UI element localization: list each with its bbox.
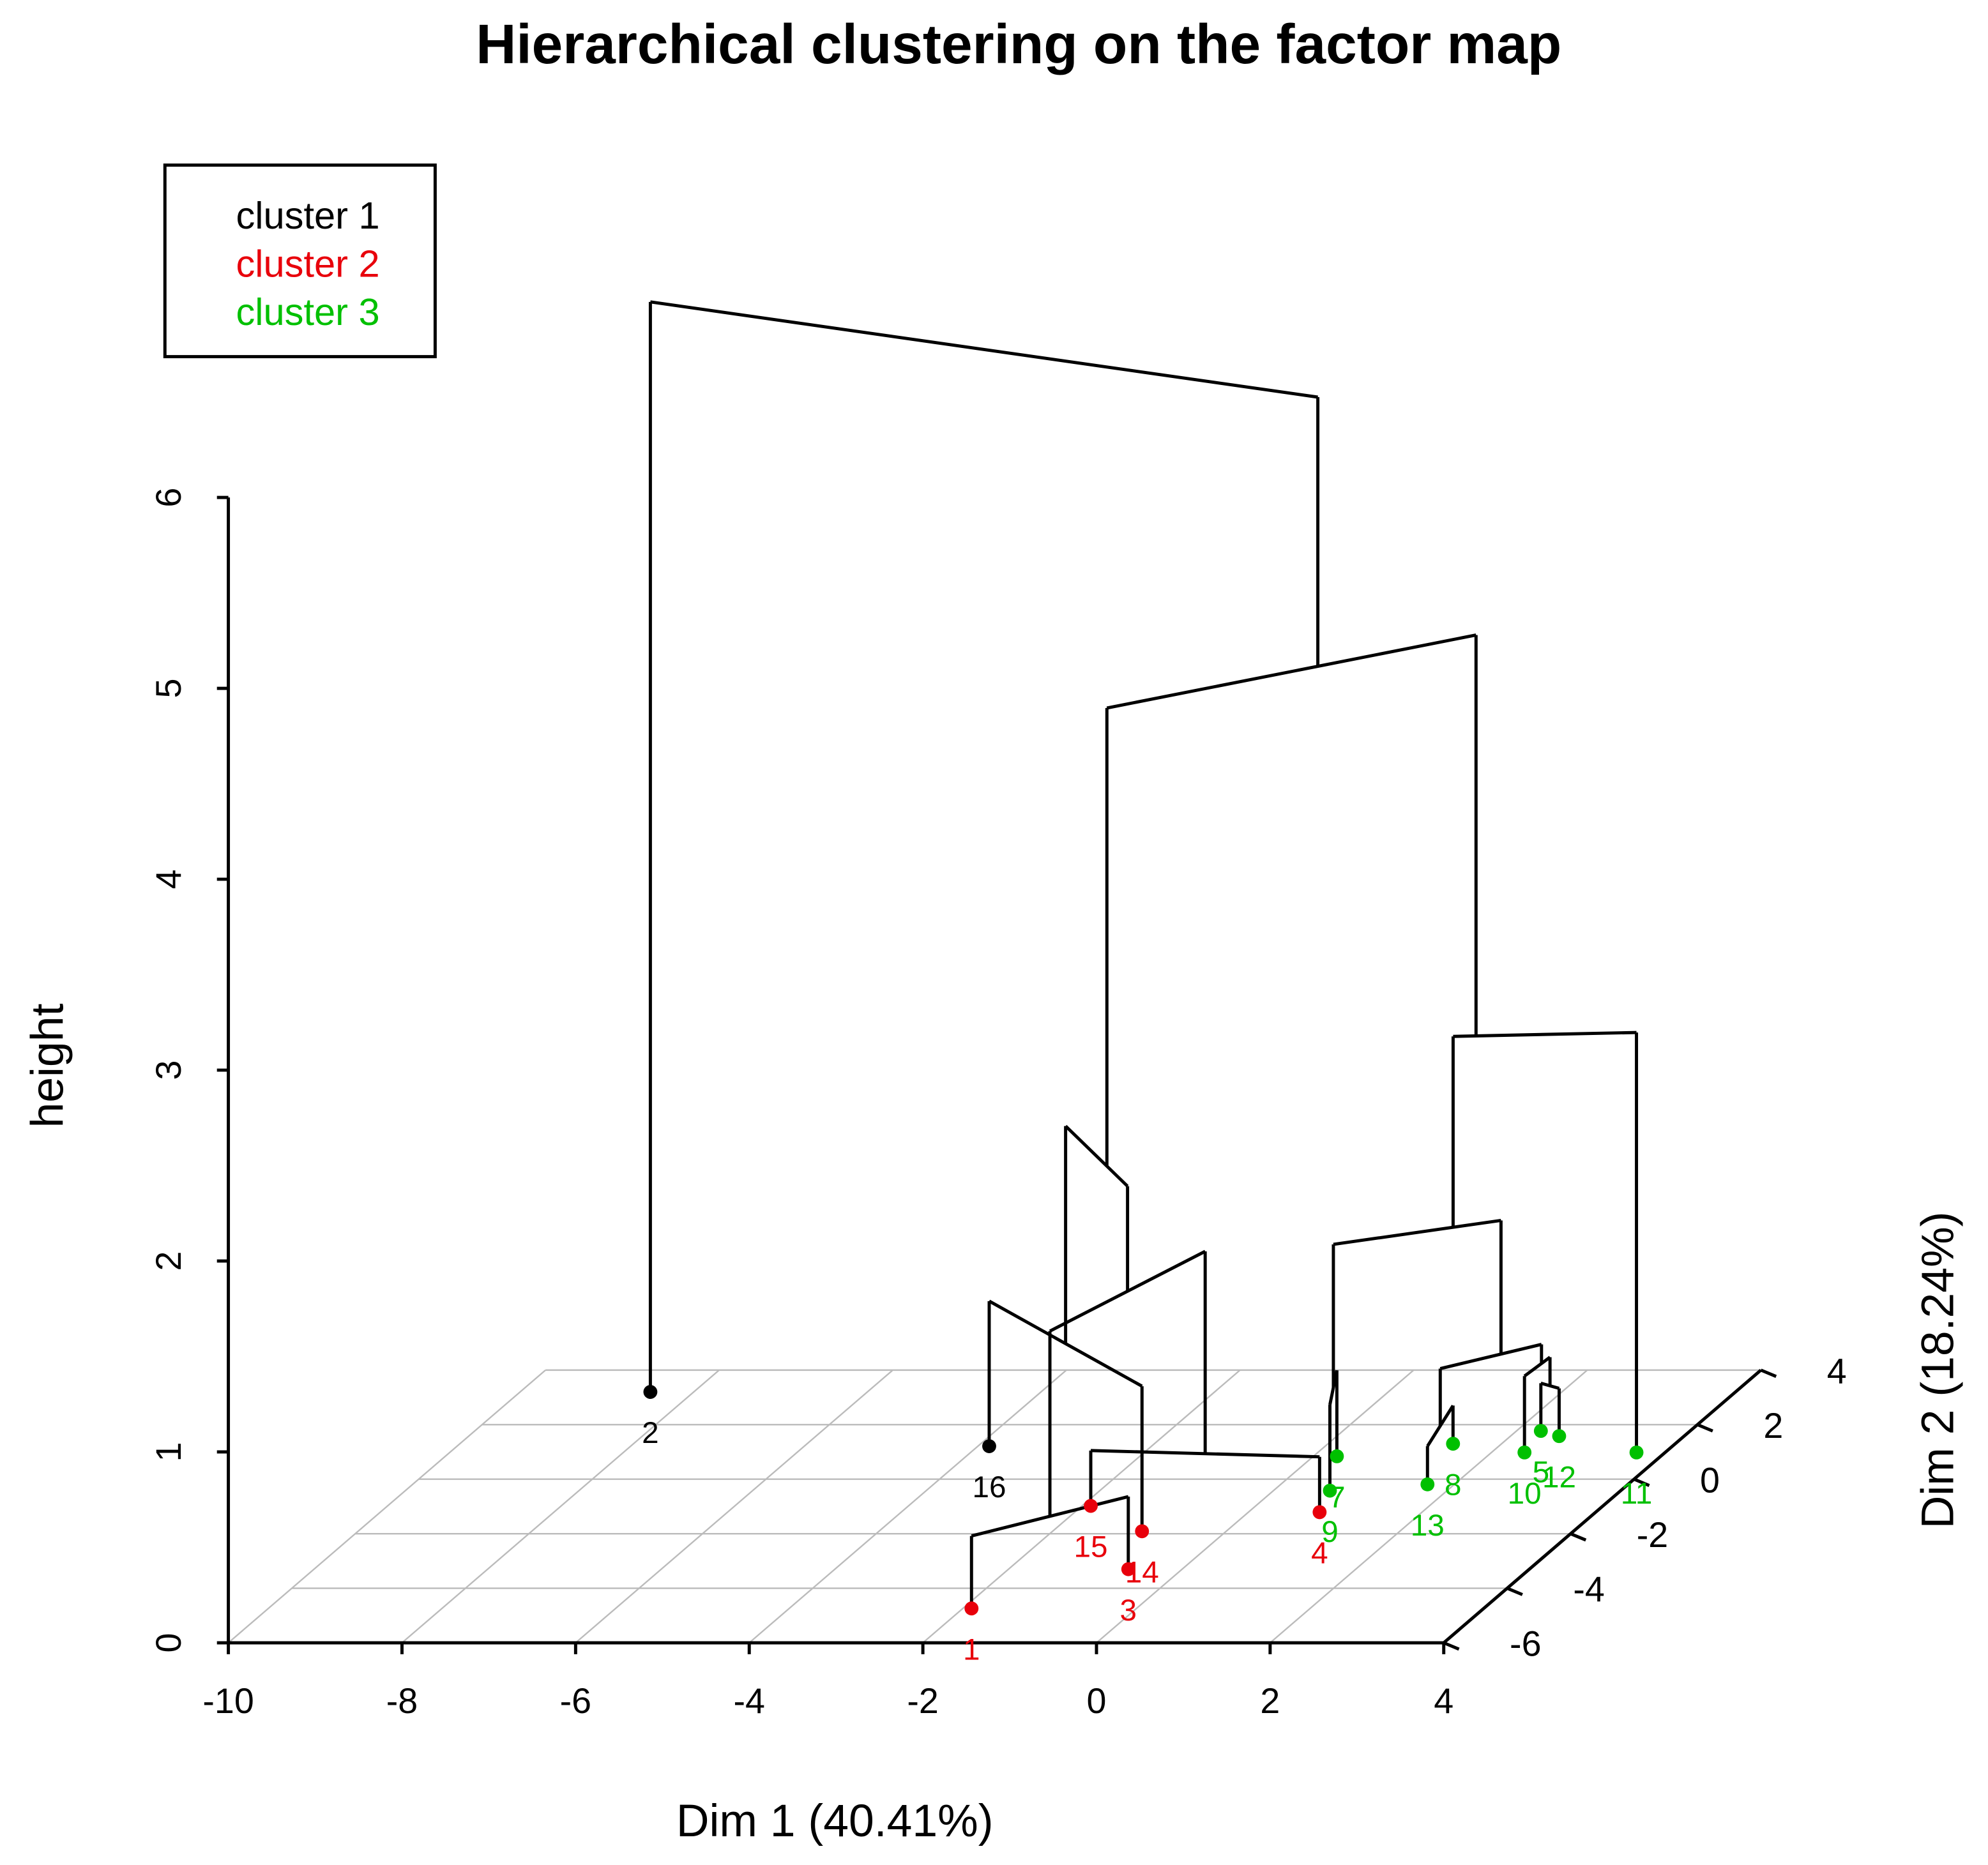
legend-label: cluster 2 — [236, 242, 380, 285]
x-tick-label: -8 — [386, 1681, 418, 1721]
legend-box — [163, 163, 437, 359]
z-tick-label: 4 — [149, 870, 188, 889]
point-label: 8 — [1445, 1468, 1462, 1502]
legend-label: cluster 1 — [236, 194, 380, 237]
x-axis-label: Dim 1 (40.41%) — [676, 1795, 994, 1846]
point-label: 15 — [1074, 1530, 1108, 1564]
y-tick-label: -2 — [1637, 1515, 1668, 1555]
point — [1446, 1437, 1461, 1451]
y-tick-label: 4 — [1827, 1352, 1847, 1391]
y-tick-label: 2 — [1763, 1406, 1783, 1446]
z-tick-label: 3 — [149, 1061, 188, 1080]
dendrogram-link — [1453, 1031, 1637, 1038]
x-tick-label: 2 — [1260, 1681, 1280, 1721]
y-tick — [1506, 1587, 1523, 1596]
point — [1135, 1524, 1150, 1539]
z-axis-label: height — [22, 1004, 73, 1128]
y-tick-label: 0 — [1700, 1460, 1720, 1500]
chart-title: Hierarchical clustering on the factor ma… — [476, 13, 1561, 75]
z-tick-label: 0 — [149, 1633, 188, 1653]
point — [982, 1439, 996, 1453]
legend-label: cluster 3 — [236, 291, 380, 333]
point — [1552, 1429, 1567, 1444]
z-tick-label: 6 — [149, 488, 188, 508]
x-tick-label: 0 — [1087, 1681, 1107, 1721]
z-tick-label: 5 — [149, 679, 188, 698]
grid-line — [227, 1369, 547, 1643]
dendrogram-link — [1106, 633, 1476, 710]
z-tick-label: 1 — [149, 1442, 188, 1462]
point-label: 13 — [1411, 1509, 1445, 1543]
point-label: 9 — [1321, 1515, 1339, 1549]
point-label: 10 — [1508, 1477, 1542, 1511]
point — [1312, 1505, 1327, 1520]
y-tick-label: -4 — [1573, 1569, 1604, 1609]
point-label: 3 — [1120, 1594, 1137, 1627]
y-tick — [1697, 1423, 1713, 1433]
z-tick-label: 2 — [149, 1251, 188, 1271]
dendrogram-link — [1523, 1355, 1551, 1378]
point-label: 2 — [642, 1416, 659, 1450]
grid-line — [401, 1369, 720, 1643]
point — [1330, 1449, 1344, 1463]
y-axis — [1443, 1368, 1763, 1644]
point — [1533, 1424, 1548, 1438]
point-label: 12 — [1542, 1460, 1576, 1494]
y-tick — [1633, 1477, 1650, 1487]
y-tick-label: -6 — [1510, 1624, 1541, 1664]
grid-line — [922, 1369, 1241, 1643]
grid-line — [1270, 1369, 1588, 1643]
point-label: 4 — [1311, 1537, 1328, 1571]
point — [964, 1601, 979, 1616]
y-tick — [1570, 1532, 1587, 1542]
point — [1517, 1445, 1532, 1460]
point — [1420, 1477, 1435, 1491]
y-axis-label: Dim 2 (18.24%) — [1912, 1212, 1963, 1529]
x-tick-label: -2 — [907, 1681, 938, 1721]
point — [1629, 1445, 1644, 1460]
dendrogram-link — [1439, 1343, 1542, 1370]
y-tick — [1443, 1641, 1460, 1651]
point — [1084, 1499, 1098, 1513]
x-tick-label: -10 — [202, 1681, 254, 1721]
y-tick — [1760, 1368, 1777, 1378]
grid-line — [575, 1369, 893, 1643]
dendrogram-link — [650, 300, 1318, 399]
dendrogram-link — [1333, 1219, 1501, 1246]
point — [643, 1385, 658, 1399]
point-label: 1 — [963, 1633, 980, 1666]
x-tick-label: -4 — [734, 1681, 765, 1721]
grid-line — [1096, 1369, 1415, 1643]
point-label: 16 — [972, 1470, 1006, 1504]
x-tick-label: -6 — [560, 1681, 591, 1721]
dendrogram-link — [1064, 1124, 1129, 1188]
point-label: 11 — [1621, 1477, 1652, 1511]
point — [1121, 1562, 1135, 1576]
grid-line — [748, 1369, 1067, 1643]
point-label: 5 — [1533, 1455, 1550, 1489]
point-label: 14 — [1125, 1555, 1159, 1589]
x-tick-label: 4 — [1434, 1681, 1453, 1721]
point — [1323, 1483, 1337, 1498]
